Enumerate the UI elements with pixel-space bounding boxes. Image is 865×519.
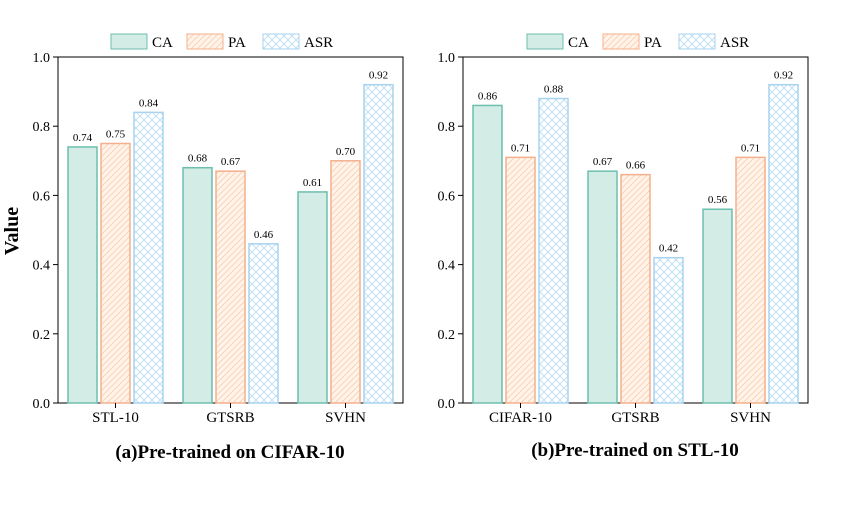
- data-label: 0.88: [544, 84, 564, 96]
- x-tick-label: GTSRB: [206, 410, 254, 426]
- bar-ca-svhn: [702, 208, 733, 404]
- y-tick-label: 0.0: [33, 397, 51, 412]
- y-tick-label: 1.0: [438, 51, 456, 66]
- panel-cifar10: CA PA ASR 0.00.20.40.60.81.0 0.74 0.750.840…: [33, 33, 404, 463]
- data-label: 0.70: [336, 146, 356, 158]
- data-label: 0.75: [106, 129, 126, 141]
- data-label: 0.67: [593, 156, 613, 168]
- legend-label-ca: CA: [568, 35, 589, 51]
- data-label: 0.71: [511, 142, 530, 154]
- y-tick-label: 0.2: [33, 328, 51, 343]
- bar-ca-stl-10: [67, 146, 98, 404]
- bars: 0.86 0.71 0.88 0.67 0.66 0.42 0.56 0.71 0.92: [472, 70, 799, 404]
- bars: 0.74 0.75 0.84 0.68 0.67 0.46 0.61 0.70 0.92: [67, 70, 394, 404]
- bar-asr-svhn: [768, 83, 799, 404]
- y-tick-label: 0.0: [438, 397, 456, 412]
- x-tick-label: STL-10: [92, 410, 139, 426]
- y-tick-label: 0.8: [33, 120, 51, 135]
- data-label: 0.66: [626, 160, 646, 172]
- bar-asr-gtsrb: [248, 243, 279, 404]
- bar-asr-gtsrb: [653, 256, 684, 404]
- legend-label-asr: ASR: [720, 35, 749, 51]
- y-tick-label: 0.6: [33, 189, 51, 204]
- panel-title: (a)Pre-trained on CIFAR-10: [115, 442, 344, 463]
- legend-swatch-pa: [602, 33, 640, 50]
- legend-swatch-ca: [526, 33, 564, 50]
- x-axis-ticks: STL-10 GTSRB SVHN: [92, 403, 366, 426]
- y-axis-ticks: 0.0 0.2 0.4 0.6 0.8 1.0: [438, 51, 463, 412]
- bar-ca-cifar-10: [472, 104, 503, 404]
- data-label: 0.56: [708, 194, 728, 206]
- y-tick-label: 1.0: [33, 51, 51, 66]
- data-label: 0.92: [774, 70, 793, 82]
- bar-ca-gtsrb: [182, 166, 213, 404]
- y-tick-label: 0.6: [438, 189, 456, 204]
- y-tick-label: 0.2: [438, 328, 456, 343]
- bar-pa-svhn: [330, 160, 361, 404]
- bar-pa-gtsrb: [215, 170, 246, 404]
- data-label: 0.86: [478, 90, 498, 102]
- bar-pa-gtsrb: [620, 173, 651, 404]
- y-tick-label: 0.4: [33, 259, 51, 274]
- bar-asr-cifar-10: [538, 97, 569, 404]
- data-label: 0.92: [369, 70, 388, 82]
- legend-swatch-ca: [110, 33, 148, 50]
- bar-pa-stl-10: [100, 142, 131, 404]
- panel-stl10: CA PA ASR 0.00.20.40.60.81.0 0.860.710.880…: [438, 33, 809, 461]
- legend: CA PA ASR: [110, 33, 333, 51]
- data-label: 0.68: [188, 153, 208, 165]
- legend-swatch-asr: [262, 33, 300, 50]
- bar-asr-stl-10: [133, 111, 164, 404]
- legend-swatch-asr: [678, 33, 716, 50]
- y-tick-label: 0.4: [438, 259, 456, 274]
- y-axis-ticks: 0.0 0.2 0.4 0.6 0.8 1.0: [33, 51, 58, 412]
- panel-title: (b)Pre-trained on STL-10: [531, 440, 739, 461]
- bar-asr-svhn: [363, 83, 394, 404]
- data-label: 0.67: [221, 156, 241, 168]
- x-tick-label: SVHN: [325, 410, 366, 426]
- legend-label-ca: CA: [152, 35, 173, 51]
- data-label: 0.74: [73, 132, 93, 144]
- data-label: 0.71: [741, 142, 760, 154]
- data-label: 0.84: [139, 97, 159, 109]
- data-label: 0.61: [303, 177, 322, 189]
- data-label: 0.46: [254, 229, 274, 241]
- y-tick-label: 0.8: [438, 120, 456, 135]
- data-label: 0.42: [659, 243, 678, 255]
- y-axis-label: Value: [1, 207, 23, 255]
- legend-label-pa: PA: [644, 35, 662, 51]
- legend-label-asr: ASR: [304, 35, 333, 51]
- x-tick-label: GTSRB: [611, 410, 659, 426]
- bar-pa-cifar-10: [505, 156, 536, 404]
- legend-swatch-pa: [186, 33, 224, 50]
- legend-label-pa: PA: [228, 35, 246, 51]
- x-tick-label: SVHN: [730, 410, 771, 426]
- bar-ca-svhn: [297, 191, 328, 404]
- x-tick-label: CIFAR-10: [489, 410, 552, 426]
- legend: CA PA ASR: [526, 33, 749, 51]
- x-axis-ticks: CIFAR-10 GTSRB SVHN: [489, 403, 771, 426]
- bar-ca-gtsrb: [587, 170, 618, 404]
- bar-pa-svhn: [735, 156, 766, 404]
